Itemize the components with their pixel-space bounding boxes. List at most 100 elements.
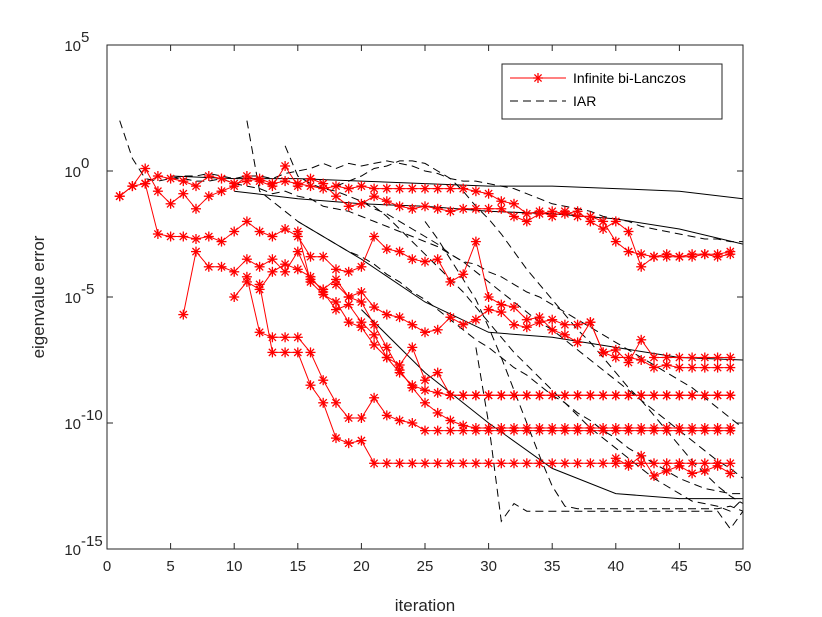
lanczos-point-marker <box>432 324 444 336</box>
lanczos-point-marker <box>635 354 647 366</box>
lanczos-point-marker <box>444 389 457 401</box>
lanczos-point-marker <box>330 296 342 308</box>
lanczos-point-marker <box>661 422 673 434</box>
lanczos-point-marker <box>610 422 622 434</box>
lanczos-point-marker <box>673 460 686 472</box>
lanczos-point-marker <box>330 278 342 291</box>
lanczos-point-marker <box>368 301 380 313</box>
lanczos-point-marker <box>711 361 724 374</box>
lanczos-point-marker <box>203 170 215 182</box>
lanczos-point-marker <box>406 457 418 469</box>
lanczos-point-marker <box>622 225 635 238</box>
lanczos-point-marker <box>406 341 418 354</box>
lanczos-point-marker <box>622 460 635 472</box>
lanczos-point-marker <box>470 457 482 469</box>
lanczos-point-marker <box>330 397 342 409</box>
lanczos-point-marker <box>432 424 444 437</box>
lanczos-point-marker <box>432 203 444 215</box>
legend-lanczos-marker <box>532 72 544 84</box>
lanczos-point-marker <box>661 251 673 263</box>
lanczos-point-marker <box>432 407 444 419</box>
lanczos-point-marker <box>381 308 393 321</box>
lanczos-point-marker <box>457 268 469 280</box>
lanczos-point-marker <box>533 457 546 469</box>
lanczos-point-marker <box>419 200 431 212</box>
lanczos-point-marker <box>190 180 202 192</box>
lanczos-point-marker <box>508 319 520 331</box>
lanczos-point-marker <box>317 251 329 263</box>
lanczos-point-marker <box>559 319 571 331</box>
lanczos-point-marker <box>470 203 482 215</box>
lanczos-point-marker <box>355 286 368 298</box>
lanczos-point-marker <box>673 251 686 263</box>
lanczos-point-marker <box>673 389 686 401</box>
lanczos-point-marker <box>521 321 533 333</box>
lanczos-point-marker <box>635 334 647 346</box>
lanczos-point-marker <box>292 225 304 238</box>
lanczos-point-marker <box>393 457 406 469</box>
lanczos-point-marker <box>444 457 457 469</box>
lanczos-point-marker <box>355 412 368 424</box>
lanczos-point-marker <box>686 467 698 480</box>
lanczos-point-marker <box>457 389 469 401</box>
lanczos-point-marker <box>724 351 736 364</box>
lanczos-point-marker <box>279 223 291 235</box>
lanczos-point-marker <box>406 203 418 215</box>
lanczos-point-marker <box>253 261 266 273</box>
lanczos-point-marker <box>699 465 711 477</box>
lanczos-point-marker <box>266 230 279 243</box>
y-tick-label-base: 10 <box>64 416 81 433</box>
lanczos-point-marker <box>253 278 266 291</box>
lanczos-point-marker <box>648 470 660 482</box>
lanczos-point-marker <box>457 457 469 469</box>
lanczos-point-marker <box>686 361 698 374</box>
lanczos-point-marker <box>559 457 571 469</box>
lanczos-point-marker <box>343 182 355 195</box>
lanczos-point-marker <box>686 251 698 263</box>
lanczos-point-marker <box>177 175 189 187</box>
lanczos-point-marker <box>279 346 291 359</box>
lanczos-point-marker <box>292 263 304 275</box>
lanczos-point-marker <box>355 198 368 210</box>
lanczos-point-marker <box>368 339 380 351</box>
lanczos-point-marker <box>571 457 584 469</box>
lanczos-point-marker <box>521 422 533 434</box>
lanczos-point-marker <box>215 261 228 273</box>
lanczos-point-marker <box>610 389 622 401</box>
lanczos-point-marker <box>368 457 380 469</box>
y-tick-label-base: 10 <box>64 38 81 55</box>
lanczos-point-marker <box>533 208 546 220</box>
lanczos-point-marker <box>177 308 189 321</box>
lanczos-point-marker <box>432 182 444 195</box>
lanczos-point-marker <box>432 366 444 379</box>
lanczos-point-marker <box>724 248 736 260</box>
lanczos-point-marker <box>419 424 431 437</box>
lanczos-point-marker <box>648 351 660 364</box>
lanczos-point-marker <box>597 346 609 359</box>
lanczos-point-marker <box>724 457 736 469</box>
lanczos-point-marker <box>279 331 291 343</box>
lanczos-point-marker <box>330 180 342 192</box>
lanczos-point-marker <box>343 412 355 424</box>
lanczos-point-marker <box>521 389 533 401</box>
lanczos-point-marker <box>470 389 482 401</box>
lanczos-point-marker <box>661 465 673 477</box>
lanczos-point-marker <box>470 235 482 248</box>
lanczos-point-marker <box>228 291 240 303</box>
lanczos-point-marker <box>724 361 736 374</box>
y-tick-label-exponent: -5 <box>81 281 94 298</box>
lanczos-point-marker <box>648 422 660 434</box>
lanczos-point-marker <box>495 457 507 469</box>
lanczos-point-marker <box>152 170 164 182</box>
lanczos-point-marker <box>635 422 647 434</box>
lanczos-point-marker <box>177 230 189 243</box>
lanczos-point-marker <box>699 389 711 401</box>
lanczos-point-marker <box>253 225 266 238</box>
lanczos-point-marker <box>330 432 342 444</box>
lanczos-point-marker <box>482 422 495 434</box>
lanczos-point-marker <box>190 203 202 215</box>
lanczos-point-marker <box>584 457 597 469</box>
lanczos-point-marker <box>393 414 406 427</box>
iar-series-line <box>246 120 743 495</box>
lanczos-point-marker <box>711 460 724 472</box>
